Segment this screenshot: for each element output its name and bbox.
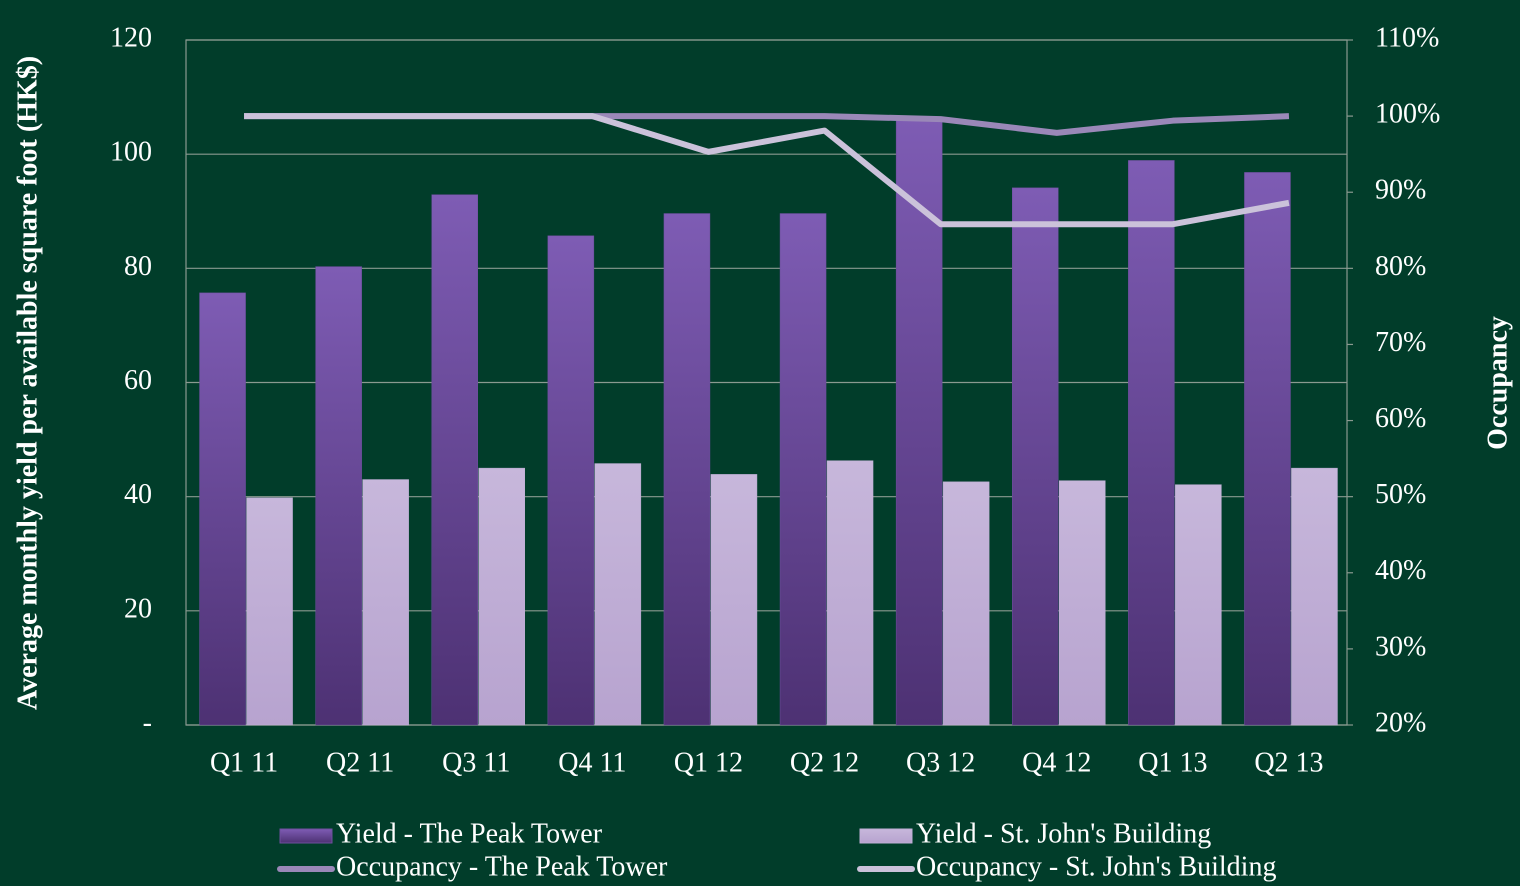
x-tick-label: Q2 13	[1254, 747, 1323, 778]
legend-label: Yield - The Peak Tower	[336, 818, 603, 849]
bar	[1128, 160, 1175, 726]
x-tick-label: Q3 12	[906, 747, 975, 778]
y2-tick-label: 40%	[1375, 555, 1426, 586]
bar	[199, 292, 246, 726]
y-axis-title: Average monthly yield per available squa…	[12, 56, 43, 710]
bar	[246, 497, 293, 726]
bar	[710, 474, 758, 726]
y2-tick-label: 70%	[1375, 327, 1426, 358]
bar	[1012, 187, 1059, 726]
x-tick-label: Q2 11	[326, 747, 394, 778]
plot-frame	[185, 39, 1348, 726]
bar	[478, 467, 525, 726]
bar	[1291, 467, 1338, 726]
y-tick-label: 60	[124, 365, 152, 396]
y2-tick-label: 60%	[1375, 403, 1426, 434]
x-tick-label: Q1 12	[674, 747, 743, 778]
legend-label: Occupancy - The Peak Tower	[336, 851, 668, 882]
x-tick-label: Q3 11	[442, 747, 510, 778]
x-tick-label: Q2 12	[790, 747, 859, 778]
y-tick-label: 120	[110, 22, 152, 53]
legend-label: Occupancy - St. John's Building	[916, 851, 1276, 882]
legend-label: Yield - St. John's Building	[916, 818, 1211, 849]
legend-swatch	[279, 828, 333, 844]
y-tick-label: -	[143, 707, 152, 738]
y2-tick-label: 30%	[1375, 631, 1426, 662]
bar	[431, 194, 478, 726]
x-tick-label: Q4 11	[558, 747, 626, 778]
y-tick-label: 40	[124, 479, 152, 510]
bar	[942, 481, 990, 726]
y2-tick-label: 90%	[1375, 175, 1426, 206]
bar	[663, 213, 711, 726]
bar	[547, 235, 595, 726]
x-tick-label: Q1 13	[1138, 747, 1207, 778]
bar	[1175, 484, 1222, 726]
y2-tick-label: 80%	[1375, 251, 1426, 282]
bar	[1059, 480, 1106, 726]
line	[244, 113, 1290, 228]
y-tick-label: 80	[124, 251, 152, 282]
y2-tick-label: 20%	[1375, 707, 1426, 738]
y2-tick-label: 110%	[1375, 22, 1439, 53]
y2-tick-label: 100%	[1375, 99, 1440, 130]
x-tick-label: Q4 12	[1022, 747, 1091, 778]
bar	[826, 460, 874, 726]
bar	[1244, 172, 1291, 726]
bar	[594, 463, 642, 726]
bar	[779, 213, 827, 726]
y-tick-label: 100	[110, 137, 152, 168]
y-tick-label: 20	[124, 593, 152, 624]
x-tick-label: Q1 11	[210, 747, 278, 778]
legend-swatch	[859, 828, 913, 844]
bar	[362, 479, 409, 726]
y2-tick-label: 50%	[1375, 479, 1426, 510]
bar	[315, 266, 362, 726]
y2-axis-title: Occupancy	[1482, 316, 1513, 450]
